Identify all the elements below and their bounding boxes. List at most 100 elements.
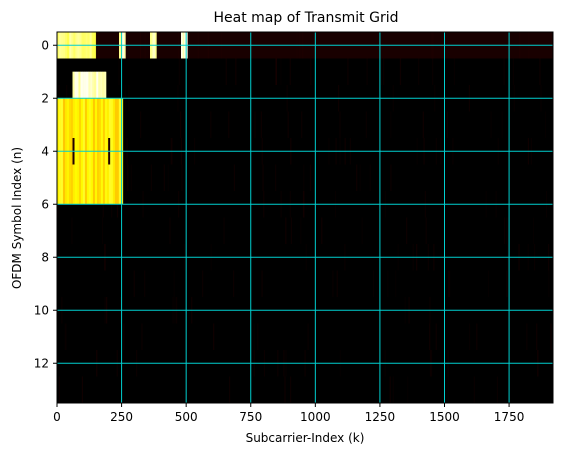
noise-column	[284, 376, 286, 403]
noise-column	[435, 323, 437, 350]
noise-column	[548, 270, 550, 297]
noise-column	[235, 58, 237, 85]
noise-column	[372, 270, 375, 297]
noise-column	[503, 58, 505, 85]
noise-column	[496, 376, 499, 403]
noise-column	[289, 58, 291, 85]
noise-column	[173, 270, 175, 297]
noise-column	[71, 217, 73, 244]
noise-column	[339, 111, 341, 138]
noise-column	[233, 164, 236, 191]
noise-column	[504, 217, 506, 244]
y-tick-label: 2	[41, 91, 49, 105]
x-axis-label: Subcarrier-Index (k)	[246, 431, 365, 445]
noise-column	[506, 270, 508, 297]
noise-column	[101, 217, 104, 244]
noise-column	[290, 376, 292, 403]
x-tick-label: 250	[110, 410, 133, 424]
noise-column	[254, 111, 256, 138]
noise-column	[469, 323, 471, 350]
noise-column	[550, 323, 552, 350]
noise-column	[389, 376, 391, 403]
noise-column	[506, 217, 508, 244]
plot-area	[56, 31, 554, 404]
noise-column	[307, 323, 309, 350]
x-tick-label: 750	[239, 410, 262, 424]
noise-column	[390, 164, 392, 191]
noise-column	[228, 111, 230, 138]
noise-column	[447, 376, 449, 403]
x-tick-label: 1500	[429, 410, 460, 424]
noise-column	[144, 270, 146, 297]
noise-column	[150, 164, 153, 191]
noise-column	[539, 58, 541, 85]
noise-column	[213, 323, 215, 350]
noise-column	[58, 376, 61, 403]
noise-column	[225, 58, 227, 85]
noise-column	[321, 217, 323, 244]
noise-column	[407, 376, 409, 403]
noise-column	[310, 58, 312, 85]
noise-column	[476, 323, 478, 350]
noise-column	[257, 323, 259, 350]
chart-title: Heat map of Transmit Grid	[213, 10, 398, 26]
noise-column	[301, 111, 303, 138]
noise-column	[369, 164, 371, 191]
noise-column	[448, 270, 450, 297]
noise-column	[210, 111, 212, 138]
noise-column	[163, 164, 165, 191]
x-tick-label: 1000	[300, 410, 331, 424]
noise-column	[359, 164, 361, 191]
y-tick-label: 12	[34, 356, 49, 370]
noise-column	[275, 58, 277, 85]
noise-column	[290, 217, 293, 244]
noise-column	[141, 323, 143, 350]
noise-column	[473, 376, 475, 403]
x-axis-ticks: 0 250 500 750 1000 1250 1500 1750	[53, 403, 524, 424]
noise-column	[365, 111, 367, 138]
noise-column	[232, 270, 235, 297]
noise-column	[167, 164, 169, 191]
noise-column	[448, 270, 451, 297]
noise-column	[406, 217, 408, 244]
noise-column	[453, 58, 455, 85]
noise-column	[446, 111, 448, 138]
noise-column	[332, 270, 334, 297]
noise-column	[361, 217, 363, 244]
noise-column	[169, 217, 171, 244]
noise-column	[399, 58, 402, 85]
noise-column	[303, 164, 305, 191]
noise-column	[64, 323, 66, 350]
noise-column	[65, 323, 67, 350]
noise-column	[229, 376, 231, 403]
noise-column	[422, 111, 424, 138]
noise-column	[81, 376, 84, 403]
y-axis-ticks: 0 2 4 6 8 10 12	[34, 38, 57, 370]
plot-frame	[56, 31, 554, 404]
noise-column	[178, 58, 180, 85]
x-tick-label: 500	[175, 410, 198, 424]
noise-column	[366, 58, 368, 85]
noise-column	[392, 376, 394, 403]
noise-column	[300, 217, 302, 244]
grid-lines	[57, 32, 553, 403]
noise-column	[253, 323, 255, 350]
noise-column	[390, 111, 392, 138]
noise-column	[181, 164, 183, 191]
noise-column	[356, 164, 358, 191]
noise-column	[418, 58, 420, 85]
noise-column	[309, 164, 312, 191]
noise-column	[501, 111, 503, 138]
noise-column	[532, 217, 535, 244]
noise-column	[223, 217, 225, 244]
noise-column	[260, 111, 262, 138]
noise-column	[336, 270, 338, 297]
noise-column	[544, 111, 547, 138]
noise-column	[180, 111, 182, 138]
y-tick-label: 8	[41, 250, 49, 264]
x-tick-label: 0	[53, 410, 61, 424]
noise-column	[383, 58, 385, 85]
noise-column	[118, 58, 120, 85]
y-tick-label: 4	[41, 144, 49, 158]
